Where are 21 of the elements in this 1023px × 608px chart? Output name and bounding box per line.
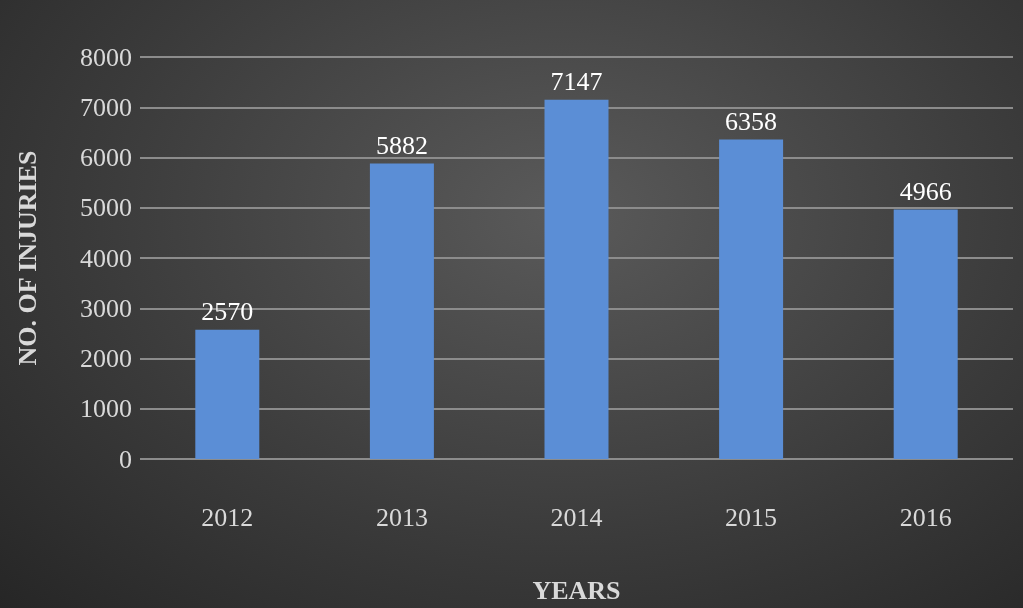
x-axis-title: YEARS xyxy=(532,575,621,605)
y-tick-label: 0 xyxy=(119,444,132,474)
y-axis-title: NO. OF INJURIES xyxy=(12,150,42,366)
x-tick-label: 2012 xyxy=(201,502,254,532)
data-label: 4966 xyxy=(899,176,952,206)
x-tick-label: 2013 xyxy=(375,502,428,532)
x-tick-label: 2016 xyxy=(899,502,952,532)
data-label: 5882 xyxy=(375,130,428,160)
y-tick-label: 6000 xyxy=(80,143,132,172)
data-label: 6358 xyxy=(725,107,778,137)
data-label: 7147 xyxy=(550,67,603,97)
y-tick-label: 3000 xyxy=(80,293,132,323)
data-label: 2570 xyxy=(201,297,254,327)
y-tick-label: 2000 xyxy=(80,344,132,373)
y-tick-label: 7000 xyxy=(80,92,132,122)
x-tick-label: 2015 xyxy=(725,502,778,532)
y-tick-label: 5000 xyxy=(80,193,132,223)
x-tick-label: 2014 xyxy=(550,502,603,532)
y-tick-label: 8000 xyxy=(80,42,132,72)
y-tick-label: 4000 xyxy=(80,243,132,273)
y-tick-label: 1000 xyxy=(80,394,132,424)
